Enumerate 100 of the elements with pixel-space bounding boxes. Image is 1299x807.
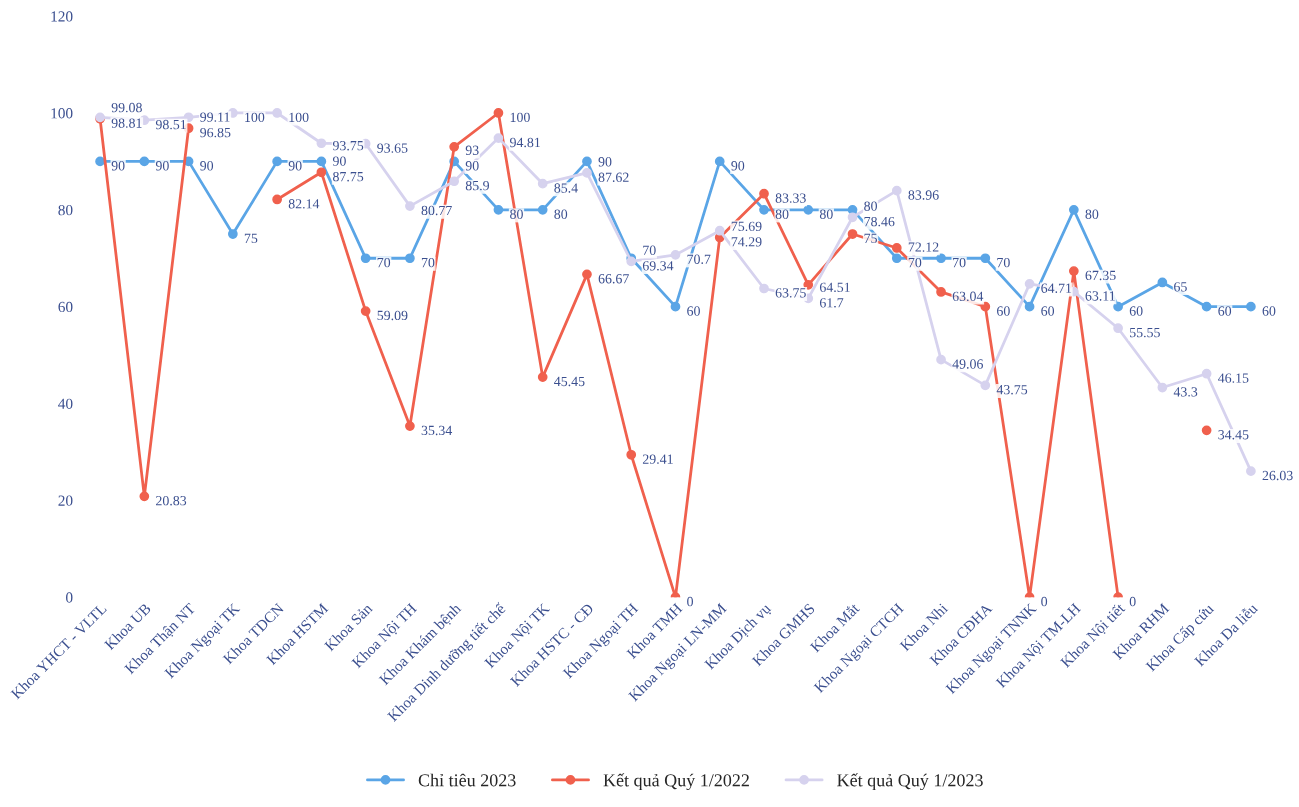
point <box>1201 368 1212 379</box>
data-label: 64.51 <box>819 282 850 293</box>
data-label: 29.41 <box>642 454 673 464</box>
point <box>316 167 327 178</box>
point <box>272 156 282 167</box>
point <box>139 491 150 502</box>
data-label: 64.71 <box>1041 283 1072 293</box>
data-label: 75 <box>244 233 258 244</box>
point <box>1113 323 1123 334</box>
data-label: 70.7 <box>687 254 711 264</box>
point <box>405 421 415 431</box>
y-tick-label: 0 <box>66 592 73 603</box>
point <box>360 306 371 316</box>
point <box>1113 301 1123 312</box>
data-label: 43.3 <box>1173 387 1198 397</box>
point <box>1201 425 1212 436</box>
point <box>272 108 282 118</box>
point <box>759 204 769 215</box>
point <box>449 176 460 187</box>
point <box>1157 277 1168 288</box>
data-label: 100 <box>245 112 265 123</box>
data-label: 85.4 <box>554 183 578 193</box>
data-label: 60 <box>1129 306 1143 316</box>
data-label: 70 <box>953 257 966 268</box>
point <box>1157 382 1168 393</box>
point <box>980 380 991 391</box>
point <box>1246 301 1256 312</box>
data-label: 63.11 <box>1085 291 1115 301</box>
y-tick-label: 60 <box>58 301 73 313</box>
data-label: 78.46 <box>864 216 895 227</box>
point <box>803 279 814 290</box>
data-label: 70 <box>421 257 435 268</box>
point <box>227 229 238 239</box>
data-label: 80 <box>864 201 877 211</box>
point <box>537 372 548 382</box>
data-label: 75.69 <box>731 221 762 232</box>
data-label: 94.81 <box>509 137 540 148</box>
point <box>1068 266 1079 276</box>
point <box>891 253 902 264</box>
data-label: 96.85 <box>200 127 231 138</box>
data-label: 0 <box>1129 596 1136 607</box>
data-label: 80 <box>775 209 789 219</box>
data-label: 45.45 <box>554 376 585 387</box>
point <box>847 212 858 223</box>
data-label: 63.04 <box>952 291 984 302</box>
y-tick-label: 120 <box>51 11 73 22</box>
point <box>582 156 592 167</box>
y-tick-label: 80 <box>58 204 73 216</box>
point <box>405 253 415 264</box>
point <box>493 133 504 143</box>
legend-label: Kết quả Quý 1/2023 <box>837 773 983 791</box>
y-tick-label: 40 <box>58 398 73 409</box>
data-label: 67.35 <box>1085 270 1116 281</box>
data-label: 70 <box>908 257 922 268</box>
data-label: 93.65 <box>377 143 408 153</box>
point <box>1201 301 1212 312</box>
point <box>936 287 946 297</box>
point <box>493 204 504 215</box>
point <box>316 138 327 149</box>
data-label: 90 <box>731 161 745 171</box>
point <box>1024 301 1035 312</box>
data-label: 70 <box>997 257 1010 268</box>
data-label: 98.81 <box>111 118 142 128</box>
data-label: 90 <box>200 161 214 171</box>
point <box>980 253 991 264</box>
data-label: 69.34 <box>642 261 674 271</box>
data-label: 99.08 <box>111 102 142 113</box>
point <box>891 243 902 253</box>
legend-label: Chỉ tiêu 2023 <box>418 773 516 787</box>
data-label: 93 <box>465 145 479 155</box>
point <box>139 156 150 167</box>
data-label: 20.83 <box>156 495 187 506</box>
data-label: 99.11 <box>200 112 230 122</box>
data-label: 60 <box>1218 306 1232 316</box>
data-label: 80.77 <box>421 205 452 216</box>
point <box>847 229 858 239</box>
point <box>449 142 460 152</box>
data-label: 80 <box>510 209 523 219</box>
data-label: 34.45 <box>1218 430 1249 440</box>
data-label: 59.09 <box>377 310 408 321</box>
point <box>670 301 681 312</box>
data-label: 74.29 <box>731 237 762 247</box>
data-label: 72.12 <box>908 242 939 252</box>
point <box>759 188 769 199</box>
data-label: 90 <box>465 161 479 171</box>
data-label: 87.62 <box>598 172 629 183</box>
point <box>936 354 946 365</box>
data-label: 83.33 <box>775 193 806 203</box>
point <box>714 156 725 167</box>
point <box>936 253 946 264</box>
data-label: 70 <box>643 245 656 255</box>
data-label: 63.75 <box>775 288 806 298</box>
data-label: 35.34 <box>421 425 453 436</box>
data-label: 60 <box>1262 306 1276 316</box>
data-label: 43.75 <box>996 385 1028 395</box>
data-label: 98.51 <box>155 119 186 130</box>
data-label: 49.06 <box>952 359 983 369</box>
point <box>272 194 282 205</box>
point <box>980 301 991 312</box>
data-label: 26.03 <box>1262 470 1293 481</box>
